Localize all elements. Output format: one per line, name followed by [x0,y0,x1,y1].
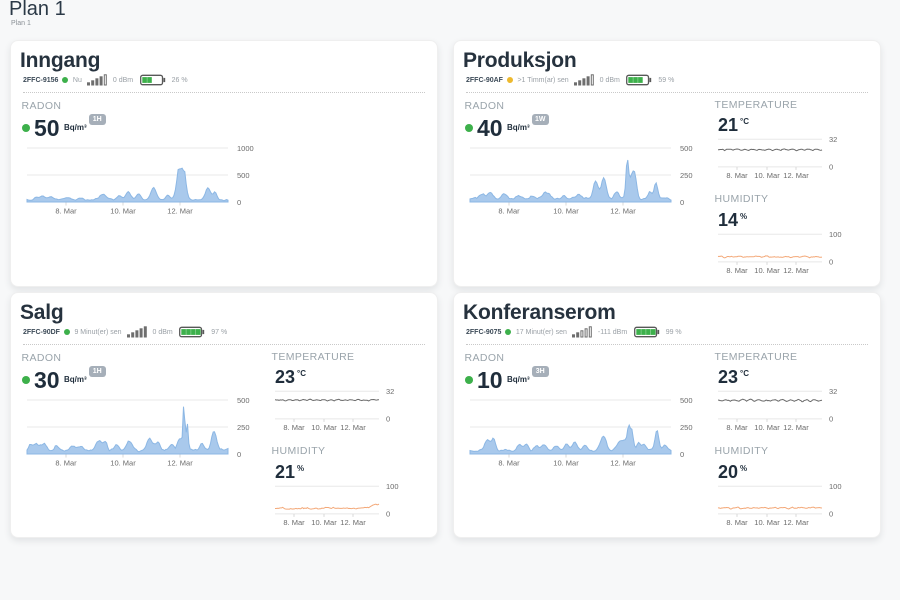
svg-text:32: 32 [829,135,837,144]
svg-text:500: 500 [237,396,250,405]
svg-text:12. Mar: 12. Mar [783,171,809,180]
svg-text:0: 0 [829,258,833,267]
svg-text:10. Mar: 10. Mar [553,459,579,468]
svg-text:8. Mar: 8. Mar [726,423,748,432]
svg-text:8. Mar: 8. Mar [498,207,520,216]
svg-text:10. Mar: 10. Mar [110,459,136,468]
svg-text:0: 0 [829,163,833,172]
svg-text:10. Mar: 10. Mar [754,423,780,432]
svg-text:8. Mar: 8. Mar [55,207,77,216]
svg-text:250: 250 [680,423,693,432]
svg-text:12. Mar: 12. Mar [783,266,809,275]
svg-text:10. Mar: 10. Mar [110,207,136,216]
svg-text:32: 32 [386,387,394,396]
svg-text:250: 250 [237,423,250,432]
svg-text:8. Mar: 8. Mar [283,518,305,527]
svg-text:100: 100 [829,230,842,239]
svg-text:8. Mar: 8. Mar [283,423,305,432]
svg-text:10. Mar: 10. Mar [754,518,780,527]
svg-text:12. Mar: 12. Mar [783,423,809,432]
svg-text:12. Mar: 12. Mar [340,423,366,432]
svg-text:0: 0 [680,198,684,207]
svg-text:32: 32 [829,387,837,396]
svg-text:0: 0 [237,198,241,207]
svg-text:12. Mar: 12. Mar [167,207,193,216]
svg-text:0: 0 [829,510,833,519]
svg-text:8. Mar: 8. Mar [55,459,77,468]
svg-text:0: 0 [386,415,390,424]
svg-text:0: 0 [829,415,833,424]
svg-text:500: 500 [680,144,693,153]
svg-text:1000: 1000 [237,144,254,153]
svg-text:12. Mar: 12. Mar [783,518,809,527]
svg-text:8. Mar: 8. Mar [726,518,748,527]
svg-text:100: 100 [386,482,399,491]
svg-text:12. Mar: 12. Mar [167,459,193,468]
svg-text:100: 100 [829,482,842,491]
svg-text:10. Mar: 10. Mar [754,266,780,275]
svg-text:10. Mar: 10. Mar [311,518,337,527]
svg-text:500: 500 [680,396,693,405]
svg-text:10. Mar: 10. Mar [311,423,337,432]
svg-text:12. Mar: 12. Mar [610,459,636,468]
svg-text:10. Mar: 10. Mar [553,207,579,216]
svg-text:10. Mar: 10. Mar [754,171,780,180]
svg-text:0: 0 [680,450,684,459]
svg-text:8. Mar: 8. Mar [498,459,520,468]
svg-text:8. Mar: 8. Mar [726,266,748,275]
svg-text:500: 500 [237,171,250,180]
svg-text:12. Mar: 12. Mar [610,207,636,216]
svg-text:8. Mar: 8. Mar [726,171,748,180]
svg-text:250: 250 [680,171,693,180]
svg-text:0: 0 [386,510,390,519]
svg-text:12. Mar: 12. Mar [340,518,366,527]
svg-text:0: 0 [237,450,241,459]
